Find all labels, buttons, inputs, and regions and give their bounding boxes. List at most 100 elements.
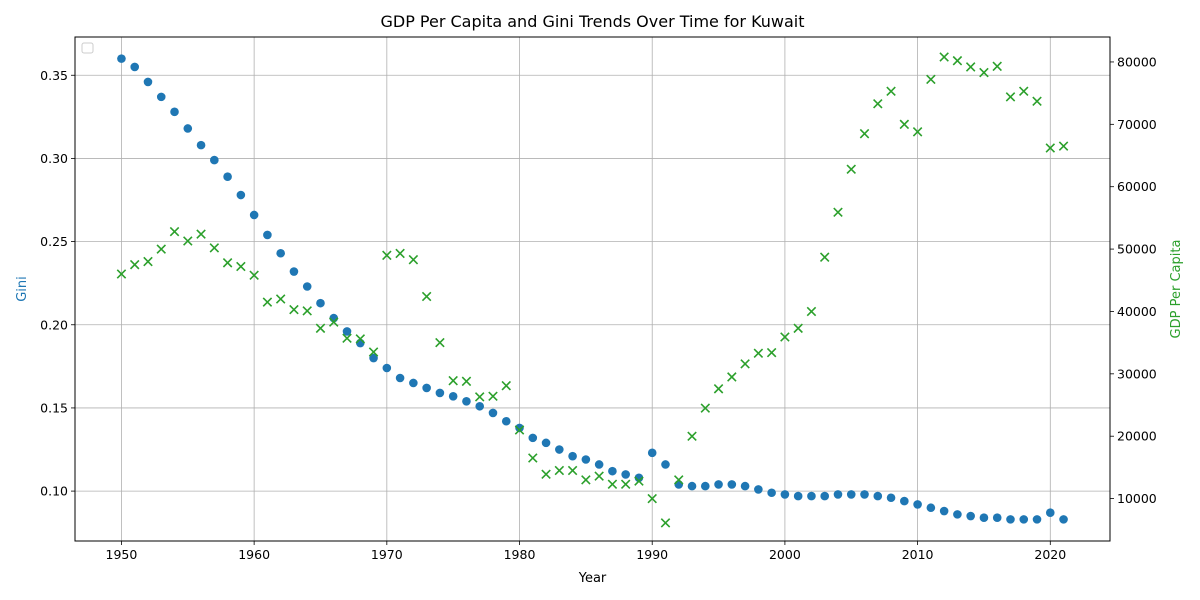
gdp-point-stroke (1005, 92, 1016, 102)
gdp-point-stroke (700, 403, 711, 413)
gdp-point-stroke (620, 479, 631, 490)
gdp-point-stroke (660, 518, 671, 528)
gdp-point-stroke (673, 475, 684, 485)
gini-point (793, 491, 803, 501)
gdp-point (713, 384, 724, 394)
gdp-point-stroke (581, 475, 591, 485)
gdp-point (859, 128, 870, 139)
gdp-point-stroke (249, 270, 259, 281)
gini-point (687, 481, 697, 491)
gdp-point-stroke (461, 376, 472, 387)
gini-point (953, 510, 962, 519)
gdp-point (965, 62, 976, 72)
gdp-point (302, 306, 312, 316)
gini-point (488, 408, 498, 418)
gdp-point (846, 164, 857, 175)
gdp-point-stroke (315, 323, 326, 334)
gini-point (170, 107, 179, 117)
gini-point (873, 491, 883, 501)
gini-point (1006, 515, 1015, 524)
gdp-point-stroke (1032, 96, 1042, 107)
gdp-point (594, 471, 604, 481)
gdp-point-stroke (780, 332, 790, 342)
gdp-point (541, 469, 551, 480)
gdp-point-stroke (408, 254, 419, 265)
gdp-point (143, 256, 153, 267)
gini-point (926, 503, 936, 513)
gini-point (979, 513, 989, 523)
gdp-point-stroke (766, 347, 777, 358)
gdp-point-stroke (647, 493, 657, 504)
gini-point (1059, 515, 1068, 524)
gini-point (369, 353, 378, 363)
gdp-point-stroke (488, 391, 498, 402)
gdp-point-stroke (1045, 143, 1056, 153)
gdp-point-stroke (1058, 141, 1069, 151)
gdp-point-stroke (952, 55, 963, 66)
gdp-point (793, 323, 803, 334)
gdp-point (289, 304, 299, 315)
y-axis-left-label: Gini (15, 276, 30, 302)
gdp-point (355, 334, 366, 344)
gini-point (555, 445, 564, 454)
gdp-point (687, 431, 697, 441)
gdp-point-stroke (514, 425, 525, 435)
gini-point (475, 401, 485, 411)
y-left-tick-label: 0.10 (40, 484, 68, 499)
gdp-point-stroke (541, 469, 551, 480)
gdp-point-stroke (859, 128, 870, 139)
gdp-point-stroke (833, 207, 843, 218)
gdp-point-stroke (979, 67, 989, 78)
gdp-point (912, 127, 923, 137)
gdp-point (660, 518, 671, 528)
gdp-point-stroke (435, 337, 445, 348)
x-tick-label: 2020 (1034, 547, 1066, 562)
y-left-tick-label: 0.15 (40, 400, 68, 415)
gdp-point (992, 61, 1002, 72)
gdp-point (1058, 141, 1069, 151)
y-left-tick-label: 0.20 (40, 317, 68, 332)
gdp-point-stroke (355, 334, 366, 344)
gini-point (435, 388, 445, 398)
gini-point (886, 493, 896, 503)
gdp-point-stroke (607, 479, 618, 490)
gdp-point (209, 243, 220, 253)
y-left-tick-label: 0.35 (40, 68, 68, 83)
gini-point (196, 140, 206, 150)
gini-point (422, 383, 431, 393)
gdp-point (620, 479, 631, 490)
gdp-point-stroke (474, 392, 485, 402)
y-axis-left: 0.10 0.15 0.20 0.25 0.30 0.35 (40, 68, 75, 499)
gdp-point-stroke (594, 471, 604, 481)
gdp-point (740, 359, 750, 369)
gini-point (143, 77, 153, 87)
gini-point (263, 230, 272, 240)
gdp-point (581, 475, 591, 485)
gdp-point (156, 244, 167, 254)
gini-point (117, 54, 126, 63)
y-right-tick-label: 50000 (1117, 242, 1157, 257)
gdp-point (328, 317, 339, 327)
gini-point (1045, 508, 1055, 518)
gini-point (501, 416, 511, 426)
gdp-point-stroke (554, 465, 565, 476)
gdp-point (926, 74, 936, 85)
gdp-point (342, 333, 352, 344)
gdp-point (952, 55, 963, 66)
gini-point (528, 433, 538, 443)
gdp-point (673, 475, 684, 485)
y-right-tick-label: 70000 (1117, 117, 1157, 132)
gini-point (992, 513, 1002, 523)
gdp-point-stroke (275, 294, 286, 304)
gini-point (515, 423, 524, 433)
gdp-point-stroke (382, 250, 392, 261)
x-tick-label: 2000 (769, 547, 801, 562)
y-right-tick-label: 30000 (1117, 366, 1157, 381)
gini-point (289, 267, 299, 276)
gdp-point-stroke (289, 304, 299, 315)
gdp-point-stroke (302, 306, 312, 316)
gdp-point (554, 465, 565, 476)
gdp-point (488, 391, 498, 402)
y-right-tick-label: 10000 (1117, 491, 1157, 506)
gini-point (276, 248, 285, 258)
